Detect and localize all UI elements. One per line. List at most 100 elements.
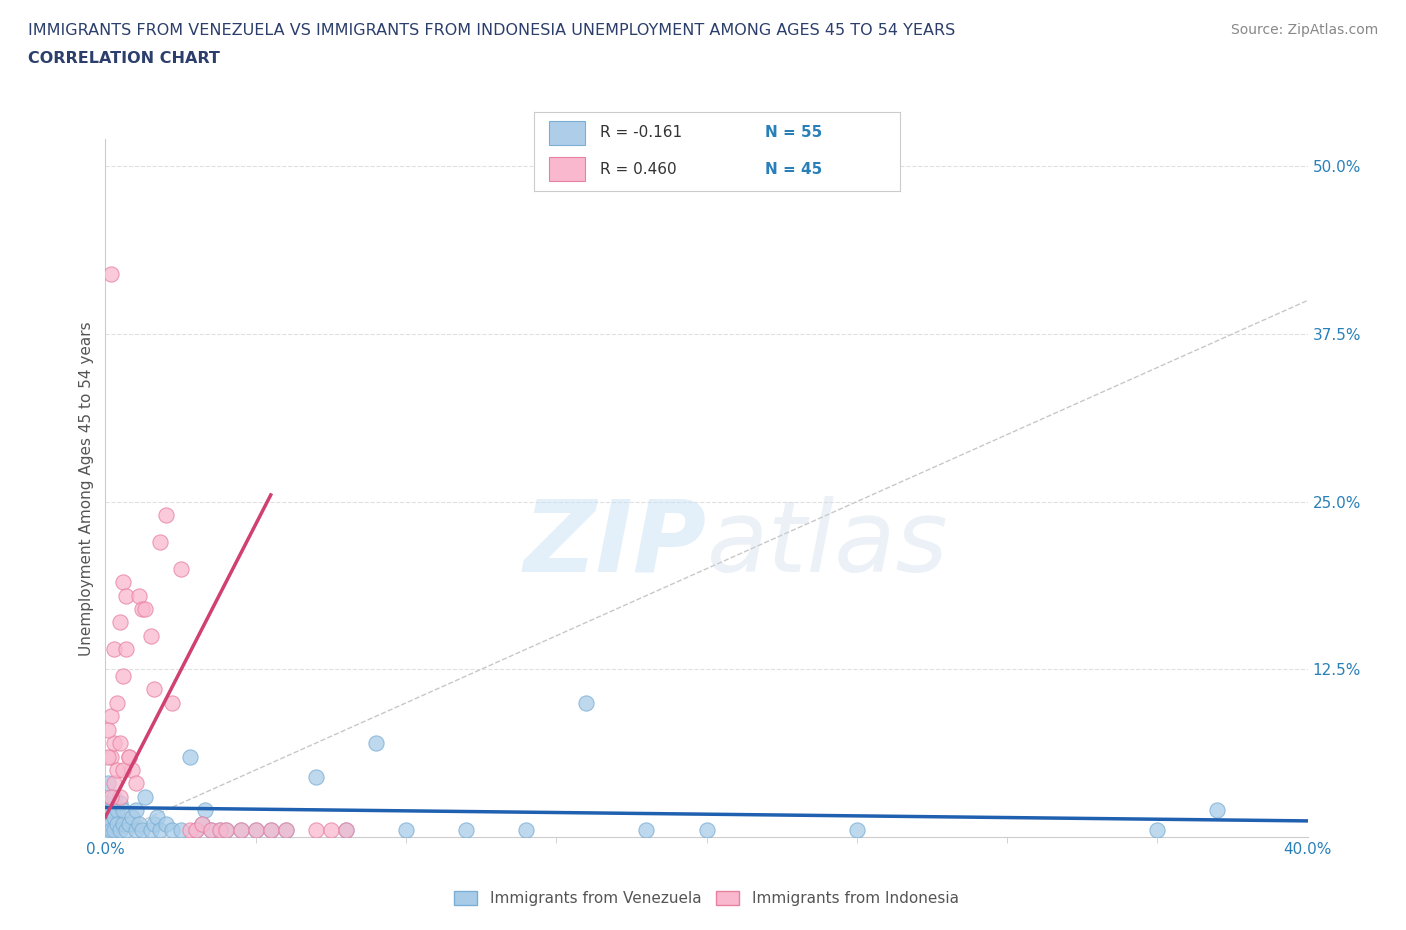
Point <box>454 823 477 838</box>
Point <box>97 723 120 737</box>
Point <box>100 803 122 817</box>
Point <box>169 562 191 577</box>
Point <box>110 615 132 630</box>
Point <box>100 823 122 838</box>
Point <box>94 817 117 831</box>
Point <box>636 823 658 838</box>
Point <box>169 823 191 838</box>
Legend: Immigrants from Venezuela, Immigrants from Indonesia: Immigrants from Venezuela, Immigrants fr… <box>454 891 959 906</box>
Point <box>110 736 132 751</box>
Point <box>148 823 170 838</box>
Text: ZIP: ZIP <box>523 496 707 592</box>
Point <box>112 575 135 590</box>
Point <box>118 817 141 831</box>
Text: R = -0.161: R = -0.161 <box>600 126 682 140</box>
Point <box>139 629 162 644</box>
Point <box>229 823 252 838</box>
Point <box>214 823 236 838</box>
Point <box>274 823 297 838</box>
FancyBboxPatch shape <box>548 121 585 145</box>
Point <box>134 790 156 804</box>
Point <box>110 823 132 838</box>
Text: IMMIGRANTS FROM VENEZUELA VS IMMIGRANTS FROM INDONESIA UNEMPLOYMENT AMONG AGES 4: IMMIGRANTS FROM VENEZUELA VS IMMIGRANTS … <box>28 23 955 38</box>
Point <box>124 823 146 838</box>
Point <box>142 817 165 831</box>
Point <box>305 823 328 838</box>
Point <box>184 823 207 838</box>
Point <box>103 776 125 790</box>
Point <box>319 823 342 838</box>
Point <box>245 823 267 838</box>
Point <box>395 823 418 838</box>
Point <box>100 790 122 804</box>
Text: Source: ZipAtlas.com: Source: ZipAtlas.com <box>1230 23 1378 37</box>
Point <box>128 588 150 603</box>
Text: R = 0.460: R = 0.460 <box>600 162 676 177</box>
Point <box>155 817 177 831</box>
Point <box>274 823 297 838</box>
Point <box>1146 823 1168 838</box>
Point <box>515 823 537 838</box>
Point <box>115 588 138 603</box>
Point <box>364 736 387 751</box>
Point <box>335 823 357 838</box>
Point <box>160 696 183 711</box>
Point <box>94 796 117 811</box>
Point <box>103 790 125 804</box>
Point <box>97 803 120 817</box>
Point <box>214 823 236 838</box>
Point <box>208 823 231 838</box>
Point <box>305 769 328 784</box>
Point <box>160 823 183 838</box>
Point <box>148 535 170 550</box>
Y-axis label: Unemployment Among Ages 45 to 54 years: Unemployment Among Ages 45 to 54 years <box>79 321 94 656</box>
Point <box>190 817 212 831</box>
FancyBboxPatch shape <box>548 157 585 181</box>
Text: CORRELATION CHART: CORRELATION CHART <box>28 51 219 66</box>
Point <box>145 809 167 824</box>
Point <box>115 642 138 657</box>
Point <box>100 817 122 831</box>
Point <box>194 803 217 817</box>
Point <box>115 823 138 838</box>
Point <box>112 817 135 831</box>
Point <box>124 803 146 817</box>
Point <box>245 823 267 838</box>
Point <box>103 642 125 657</box>
Point <box>139 823 162 838</box>
Point <box>200 823 222 838</box>
Point <box>131 823 153 838</box>
Point <box>107 803 129 817</box>
Point <box>1206 803 1229 817</box>
Point <box>131 602 153 617</box>
Point <box>107 763 129 777</box>
Text: atlas: atlas <box>707 496 948 592</box>
Point <box>110 790 132 804</box>
Point <box>200 823 222 838</box>
Point <box>118 749 141 764</box>
Point <box>110 796 132 811</box>
Point <box>229 823 252 838</box>
Text: N = 55: N = 55 <box>765 126 823 140</box>
Point <box>128 817 150 831</box>
Point <box>179 823 201 838</box>
Point <box>335 823 357 838</box>
Text: N = 45: N = 45 <box>765 162 823 177</box>
Point <box>97 749 120 764</box>
Point <box>118 749 141 764</box>
Point <box>142 682 165 697</box>
Point <box>112 763 135 777</box>
Point <box>121 763 143 777</box>
Point <box>121 809 143 824</box>
Point <box>100 709 122 724</box>
Point <box>184 823 207 838</box>
Point <box>107 817 129 831</box>
Point <box>103 736 125 751</box>
Point <box>103 823 125 838</box>
Point <box>103 809 125 824</box>
Point <box>155 508 177 523</box>
Point <box>124 776 146 790</box>
Point <box>190 817 212 831</box>
Point <box>260 823 283 838</box>
Point <box>100 749 122 764</box>
